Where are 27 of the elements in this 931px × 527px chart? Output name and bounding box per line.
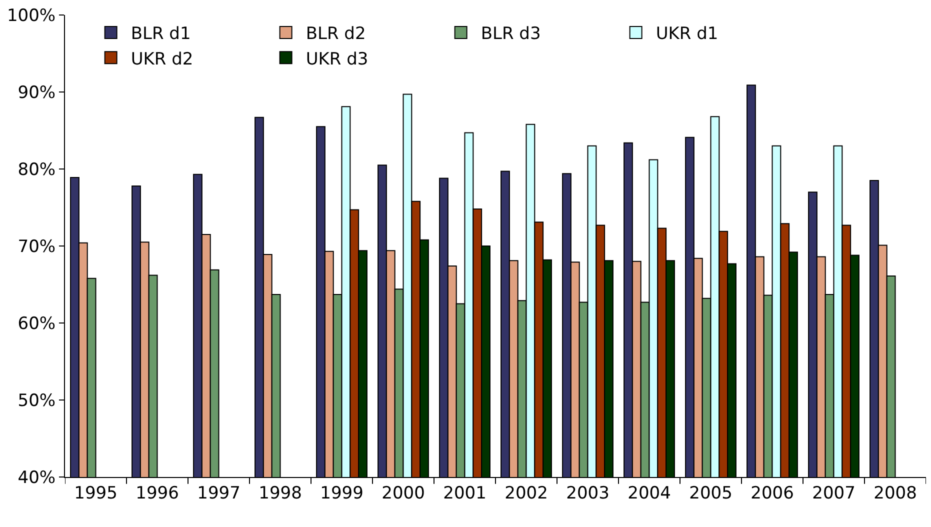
x-tick-label: 1995: [74, 483, 118, 504]
x-tick-label: 2008: [874, 483, 917, 504]
x-tick-label: 1999: [320, 483, 364, 504]
y-tick-label: 80%: [18, 160, 56, 180]
legend-label: UKR d1: [656, 24, 718, 44]
legend-label: BLR d1: [130, 24, 191, 44]
x-tick-label: 2002: [504, 483, 548, 504]
x-tick-label: 2000: [382, 483, 425, 504]
x-tick-label: 2005: [689, 483, 732, 504]
y-tick-label: 50%: [18, 390, 56, 411]
y-tick-label: 70%: [18, 236, 56, 257]
x-tick-label: 2004: [628, 483, 671, 504]
x-tick-label: 2003: [566, 483, 610, 504]
legend-label: BLR d2: [306, 24, 366, 44]
x-tick-label: 2006: [750, 483, 794, 504]
y-tick-label: 40%: [18, 468, 56, 488]
x-tick-label: 1996: [136, 483, 179, 504]
legend-label: UKR d2: [130, 49, 194, 70]
x-tick-label: 2007: [812, 483, 856, 504]
x-tick-label: 1998: [258, 483, 302, 504]
x-tick-label: 2001: [443, 483, 486, 504]
x-tick-label: 1997: [197, 483, 240, 504]
y-tick-label: 60%: [18, 314, 56, 334]
legend-label: BLR d3: [480, 24, 541, 44]
y-tick-label: 90%: [18, 82, 56, 103]
y-tick-label: 100%: [6, 6, 56, 26]
legend-label: UKR d3: [306, 49, 368, 70]
